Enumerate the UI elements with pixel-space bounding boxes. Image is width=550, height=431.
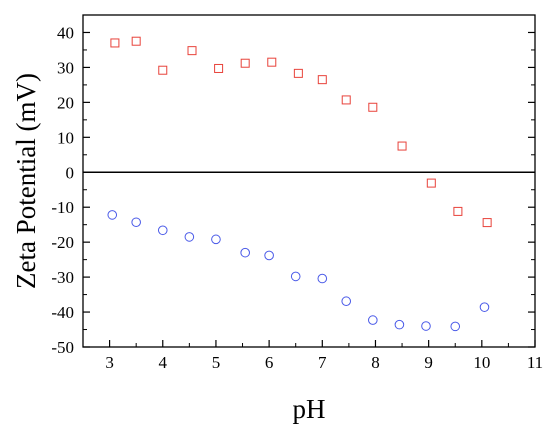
- axes: 3 4 5 6 7 8 9 10 11 40 30 20 10 0 -10 -20 -30 -40 -50: [51, 23, 543, 372]
- square-marker: [214, 63, 224, 73]
- square-marker: [397, 141, 407, 151]
- x-tick-label: 6: [265, 353, 274, 372]
- x-tick-label: 10: [473, 353, 490, 372]
- y-tick-label: 0: [66, 163, 75, 182]
- y-tick-label: 40: [57, 23, 74, 42]
- circle-marker: [107, 210, 118, 220]
- circle-marker: [240, 247, 250, 258]
- square-marker: [341, 95, 351, 105]
- x-tick-label: 4: [159, 353, 168, 372]
- circle-marker: [264, 250, 274, 261]
- x-axis-title: pH: [293, 394, 326, 424]
- square-marker: [453, 206, 463, 216]
- square-marker: [317, 75, 327, 85]
- y-tick-label: -40: [51, 303, 74, 322]
- x-tick-label: 3: [105, 353, 114, 372]
- y-tick-label: -20: [51, 233, 74, 252]
- plot-area-frame: [82, 14, 536, 348]
- y-tick-label: 30: [57, 58, 74, 77]
- square-marker: [368, 102, 378, 112]
- circle-marker: [131, 217, 141, 228]
- y-axis-title: Zeta Potential (mV): [11, 73, 41, 289]
- square-marker: [426, 178, 436, 188]
- square-marker: [158, 65, 168, 75]
- square-marker: [293, 68, 303, 78]
- circle-marker: [184, 232, 195, 242]
- x-tick-label: 7: [318, 353, 327, 372]
- square-marker: [240, 58, 250, 68]
- circle-marker: [394, 319, 405, 330]
- circle-marker: [368, 315, 378, 325]
- circle-marker: [450, 321, 461, 332]
- x-tick-label: 5: [212, 353, 221, 372]
- y-tick-label: -30: [51, 268, 74, 287]
- x-tick-label: 9: [424, 353, 433, 372]
- y-tick-label: 10: [57, 128, 74, 147]
- circle-marker: [290, 271, 301, 282]
- data-marks: [107, 36, 492, 332]
- circle-marker: [211, 234, 221, 245]
- square-marker: [482, 218, 492, 228]
- y-tick-label: -10: [51, 198, 74, 217]
- y-tick-label: 20: [57, 93, 74, 112]
- circle-marker: [317, 273, 328, 284]
- circle-marker: [479, 302, 490, 312]
- square-marker: [267, 57, 277, 67]
- x-tick-label: 11: [527, 353, 543, 372]
- y-tick-label: -50: [51, 338, 74, 357]
- circle-marker: [341, 296, 352, 307]
- square-marker: [131, 36, 141, 46]
- square-marker: [187, 46, 197, 56]
- square-marker: [110, 38, 120, 48]
- x-tick-label: 8: [371, 353, 380, 372]
- circle-marker: [421, 321, 431, 331]
- circle-marker: [157, 225, 168, 236]
